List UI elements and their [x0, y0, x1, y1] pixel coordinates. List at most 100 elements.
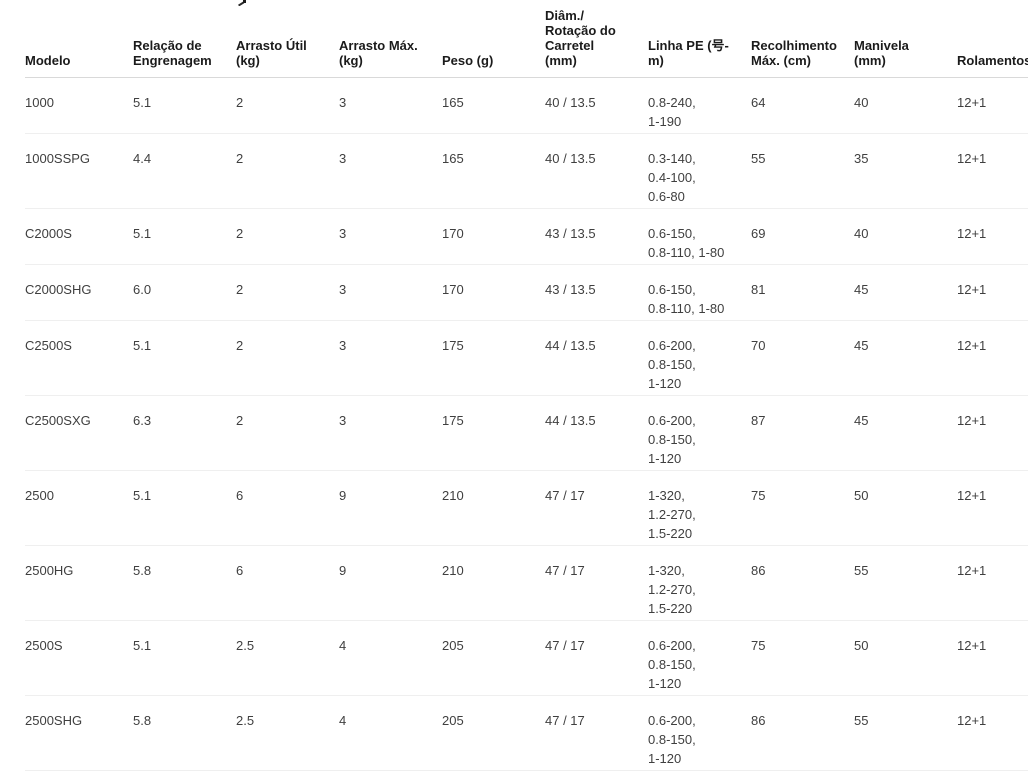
- cell-model: C2000S: [25, 208, 133, 265]
- cell-bearings: 12+1: [957, 133, 1028, 209]
- cell-handle: 45: [854, 264, 957, 321]
- cell-gear_ratio: 5.8: [133, 545, 236, 621]
- cell-handle: 45: [854, 320, 957, 396]
- cell-pe_line: 0.6-200, 0.8-150, 1-120: [648, 695, 751, 771]
- cell-model: C2500S: [25, 320, 133, 396]
- table-row: C2000S 5.1 2 3 170 43 / 13.5 0.6-150, 0.8-110,…: [25, 208, 1028, 265]
- column-header-model: Modelo: [25, 0, 133, 78]
- cell-max_drag: 3: [339, 320, 442, 396]
- cell-handle: 40: [854, 208, 957, 265]
- cell-spool_diam_rotation: 40 / 13.5: [545, 133, 648, 209]
- cell-useful_drag: 2.5: [236, 620, 339, 696]
- cell-model: 1000: [25, 77, 133, 134]
- cell-max_drag: 4: [339, 620, 442, 696]
- cell-weight: 205: [442, 620, 545, 696]
- cell-pe_line: 0.6-150, 0.8-110, 1-80: [648, 264, 751, 321]
- cell-max_drag: 3: [339, 264, 442, 321]
- column-header-handle: Manivela (mm): [854, 0, 957, 78]
- cell-model: C2000SHG: [25, 264, 133, 321]
- cell-gear_ratio: 5.1: [133, 77, 236, 134]
- cell-pe_line: 0.6-200, 0.8-150, 1-120: [648, 620, 751, 696]
- cell-useful_drag: 6: [236, 470, 339, 546]
- cell-useful_drag: 2: [236, 208, 339, 265]
- cell-spool_diam_rotation: 43 / 13.5: [545, 208, 648, 265]
- cell-model: 2500: [25, 470, 133, 546]
- cell-pe_line: 0.6-150, 0.8-110, 1-80: [648, 208, 751, 265]
- cell-gear_ratio: 4.4: [133, 133, 236, 209]
- cell-spool_diam_rotation: 44 / 13.5: [545, 395, 648, 471]
- cell-gear_ratio: 5.1: [133, 620, 236, 696]
- cell-max_drag: 3: [339, 208, 442, 265]
- cell-spool_diam_rotation: 47 / 17: [545, 695, 648, 771]
- cell-gear_ratio: 5.1: [133, 208, 236, 265]
- cell-gear_ratio: 5.1: [133, 320, 236, 396]
- cell-bearings: 12+1: [957, 395, 1028, 471]
- cell-bearings: 12+1: [957, 470, 1028, 546]
- cell-useful_drag: 2: [236, 320, 339, 396]
- table-row: C2500S 5.1 2 3 175 44 / 13.5 0.6-200, 0.8-150,…: [25, 320, 1028, 396]
- cell-pe_line: 1-320, 1.2-270, 1.5-220: [648, 470, 751, 546]
- cell-max_retrieve: 86: [751, 545, 854, 621]
- cell-bearings: 12+1: [957, 264, 1028, 321]
- cell-weight: 165: [442, 77, 545, 134]
- cell-max_drag: 4: [339, 695, 442, 771]
- cell-max_drag: 3: [339, 133, 442, 209]
- cell-max_retrieve: 64: [751, 77, 854, 134]
- cell-weight: 170: [442, 208, 545, 265]
- cell-bearings: 12+1: [957, 320, 1028, 396]
- column-header-spool_diam_rotation: Diâm./ Rotação do Carretel (mm): [545, 0, 648, 78]
- cell-max_retrieve: 69: [751, 208, 854, 265]
- cell-model: 2500HG: [25, 545, 133, 621]
- cell-pe_line: 1-320, 1.2-270, 1.5-220: [648, 545, 751, 621]
- cell-max_retrieve: 87: [751, 395, 854, 471]
- cell-max_retrieve: 55: [751, 133, 854, 209]
- cell-max_retrieve: 75: [751, 470, 854, 546]
- cell-spool_diam_rotation: 47 / 17: [545, 470, 648, 546]
- cell-gear_ratio: 6.0: [133, 264, 236, 321]
- column-header-gear_ratio: Relação de Engrenagem: [133, 0, 236, 78]
- cell-useful_drag: 2: [236, 264, 339, 321]
- cell-weight: 175: [442, 395, 545, 471]
- cell-max_retrieve: 81: [751, 264, 854, 321]
- cell-handle: 50: [854, 620, 957, 696]
- cell-gear_ratio: 5.8: [133, 695, 236, 771]
- cell-max_drag: 3: [339, 77, 442, 134]
- cell-max_retrieve: 75: [751, 620, 854, 696]
- cell-gear_ratio: 6.3: [133, 395, 236, 471]
- cell-pe_line: 0.3-140, 0.4-100, 0.6-80: [648, 133, 751, 209]
- cell-bearings: 12+1: [957, 208, 1028, 265]
- cell-useful_drag: 2: [236, 133, 339, 209]
- spec-table-head: Modelo Relação de Engrenagem Arrasto Útil …: [25, 0, 1028, 78]
- table-row: C2500SXG 6.3 2 3 175 44 / 13.5 0.6-200, 0.8-15…: [25, 395, 1028, 471]
- column-header-max_retrieve: Recolhimento Máx. (cm): [751, 0, 854, 78]
- cell-bearings: 12+1: [957, 77, 1028, 134]
- cell-bearings: 12+1: [957, 695, 1028, 771]
- cell-spool_diam_rotation: 47 / 17: [545, 545, 648, 621]
- cell-weight: 210: [442, 470, 545, 546]
- cell-handle: 35: [854, 133, 957, 209]
- table-row: 2500HG 5.8 6 9 210 47 / 17 1-320, 1.2-270, 1.5…: [25, 545, 1028, 621]
- cell-pe_line: 0.6-200, 0.8-150, 1-120: [648, 395, 751, 471]
- cell-weight: 170: [442, 264, 545, 321]
- table-row: 2500S 5.1 2.5 4 205 47 / 17 0.6-200, 0.8-150, …: [25, 620, 1028, 696]
- cell-useful_drag: 2: [236, 395, 339, 471]
- cell-pe_line: 0.6-200, 0.8-150, 1-120: [648, 320, 751, 396]
- table-row: 1000 5.1 2 3 165 40 / 13.5 0.8-240, 1-190 64 40 1…: [25, 77, 1028, 134]
- cell-gear_ratio: 5.1: [133, 470, 236, 546]
- cell-max_drag: 9: [339, 470, 442, 546]
- cell-useful_drag: 2.5: [236, 695, 339, 771]
- cell-spool_diam_rotation: 47 / 17: [545, 620, 648, 696]
- cell-max_drag: 9: [339, 545, 442, 621]
- cell-useful_drag: 2: [236, 77, 339, 134]
- cell-max_drag: 3: [339, 395, 442, 471]
- cell-model: 1000SSPG: [25, 133, 133, 209]
- cell-weight: 205: [442, 695, 545, 771]
- column-header-weight: Peso (g): [442, 0, 545, 78]
- cell-handle: 40: [854, 77, 957, 134]
- cell-weight: 165: [442, 133, 545, 209]
- cell-bearings: 12+1: [957, 545, 1028, 621]
- cell-handle: 45: [854, 395, 957, 471]
- cell-useful_drag: 6: [236, 545, 339, 621]
- cell-handle: 55: [854, 695, 957, 771]
- cell-weight: 175: [442, 320, 545, 396]
